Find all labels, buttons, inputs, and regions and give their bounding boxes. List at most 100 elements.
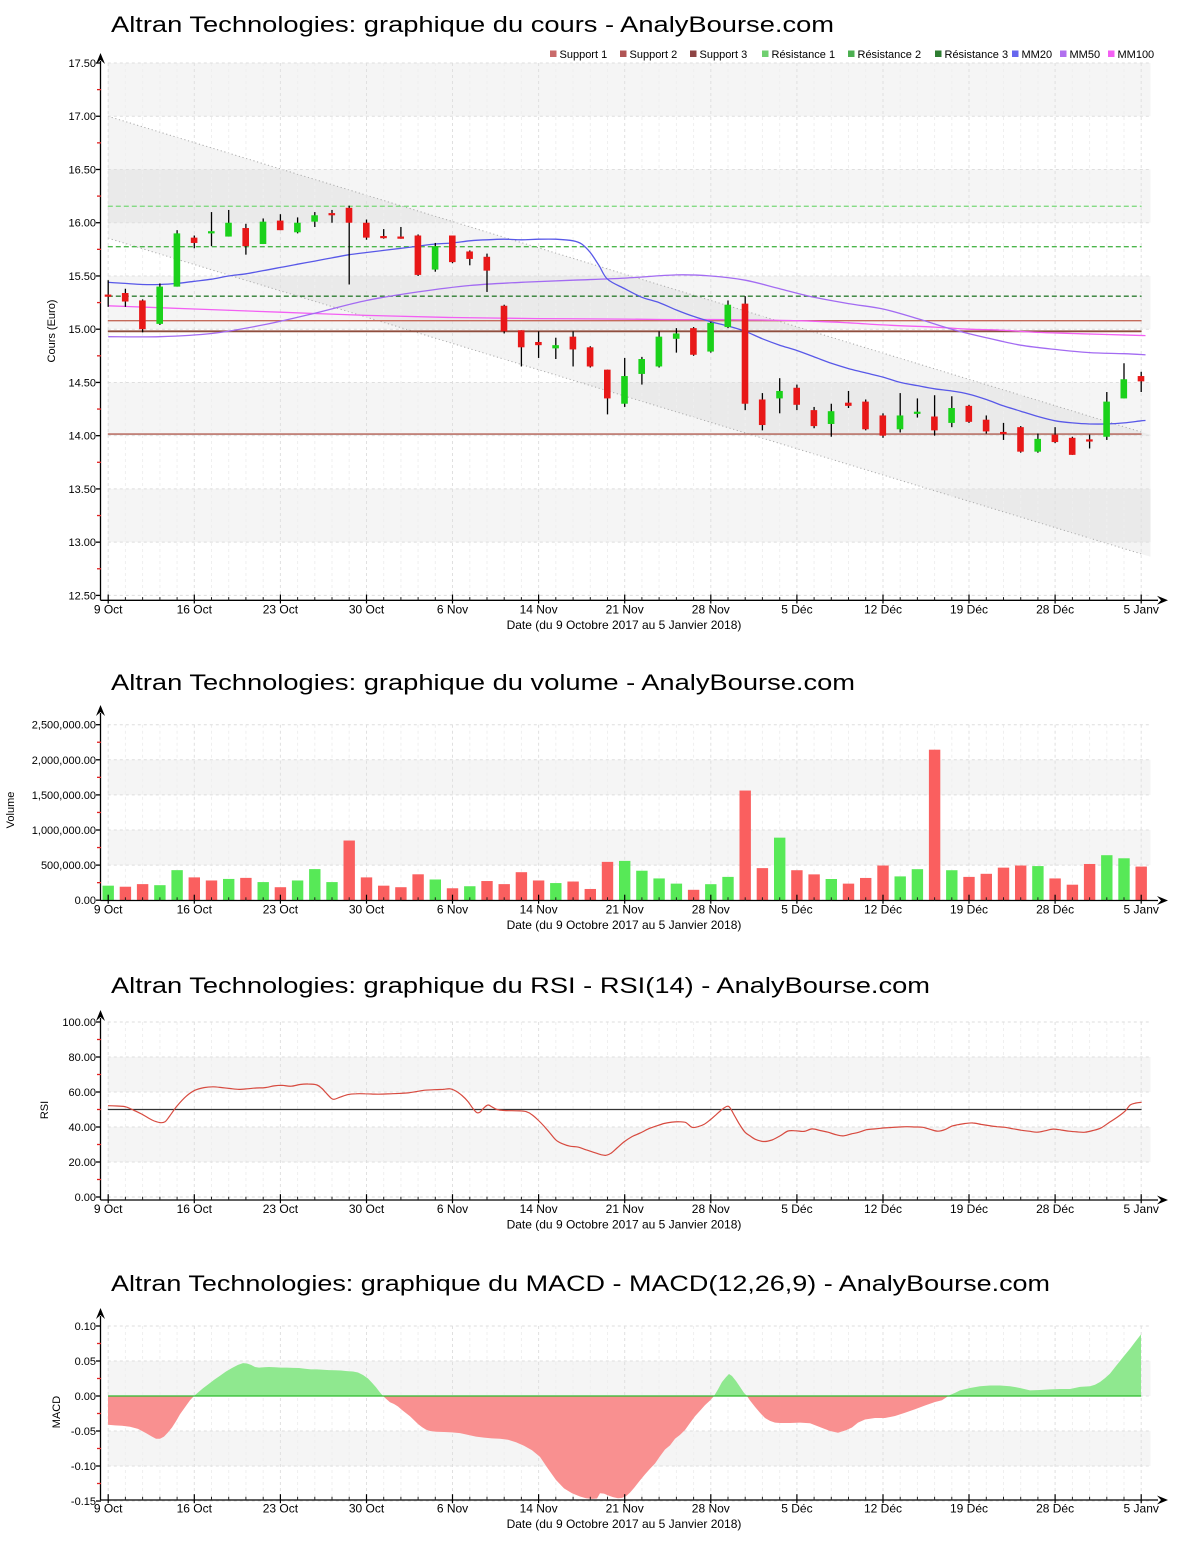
svg-text:Date (du 9 Octobre 2017 au 5 J: Date (du 9 Octobre 2017 au 5 Janvier 201… bbox=[507, 618, 742, 632]
svg-text:17.50: 17.50 bbox=[68, 58, 96, 70]
svg-text:0.00: 0.00 bbox=[75, 1391, 96, 1403]
svg-text:16 Oct: 16 Oct bbox=[177, 1202, 213, 1216]
svg-text:16 Oct: 16 Oct bbox=[177, 1502, 213, 1516]
svg-text:13.50: 13.50 bbox=[68, 484, 96, 496]
svg-text:2,500,000.00: 2,500,000.00 bbox=[32, 720, 96, 732]
svg-text:MM50: MM50 bbox=[1070, 49, 1101, 61]
svg-text:100.00: 100.00 bbox=[62, 1017, 96, 1029]
svg-text:5 Déc: 5 Déc bbox=[781, 903, 812, 917]
svg-text:30 Oct: 30 Oct bbox=[349, 903, 385, 917]
svg-text:Date (du 9 Octobre 2017 au 5 J: Date (du 9 Octobre 2017 au 5 Janvier 201… bbox=[507, 1218, 742, 1232]
svg-text:0.05: 0.05 bbox=[75, 1356, 96, 1368]
svg-text:0.10: 0.10 bbox=[75, 1321, 96, 1333]
svg-text:16 Oct: 16 Oct bbox=[177, 603, 213, 617]
svg-text:16.50: 16.50 bbox=[68, 164, 96, 176]
svg-text:5 Déc: 5 Déc bbox=[781, 603, 812, 617]
svg-text:15.50: 15.50 bbox=[68, 271, 96, 283]
svg-text:19 Déc: 19 Déc bbox=[950, 1502, 988, 1516]
svg-text:14 Nov: 14 Nov bbox=[520, 1202, 558, 1216]
svg-text:500,000.00: 500,000.00 bbox=[41, 860, 96, 872]
svg-text:2,000,000.00: 2,000,000.00 bbox=[32, 755, 96, 767]
svg-text:28 Déc: 28 Déc bbox=[1036, 603, 1074, 617]
svg-text:Résistance 2: Résistance 2 bbox=[858, 49, 922, 61]
svg-text:28 Déc: 28 Déc bbox=[1036, 903, 1074, 917]
svg-text:6 Nov: 6 Nov bbox=[437, 903, 468, 917]
svg-text:5 Déc: 5 Déc bbox=[781, 1502, 812, 1516]
svg-text:12 Déc: 12 Déc bbox=[864, 603, 902, 617]
svg-text:28 Nov: 28 Nov bbox=[692, 903, 730, 917]
svg-text:5 Déc: 5 Déc bbox=[781, 1202, 812, 1216]
svg-text:9 Oct: 9 Oct bbox=[94, 903, 123, 917]
svg-text:-0.10: -0.10 bbox=[71, 1461, 96, 1473]
svg-text:Volume: Volume bbox=[5, 792, 17, 829]
svg-text:30 Oct: 30 Oct bbox=[349, 1502, 385, 1516]
svg-text:9 Oct: 9 Oct bbox=[94, 603, 123, 617]
svg-text:13.00: 13.00 bbox=[68, 537, 96, 549]
svg-text:Altran Technologies: graphique: Altran Technologies: graphique du cours … bbox=[111, 12, 834, 37]
svg-text:60.00: 60.00 bbox=[68, 1087, 96, 1099]
svg-text:1,000,000.00: 1,000,000.00 bbox=[32, 825, 96, 837]
svg-text:17.00: 17.00 bbox=[68, 111, 96, 123]
svg-text:5 Janv: 5 Janv bbox=[1124, 903, 1159, 917]
svg-text:Altran Technologies: graphique: Altran Technologies: graphique du MACD -… bbox=[111, 1271, 1050, 1296]
svg-text:14.50: 14.50 bbox=[68, 377, 96, 389]
svg-text:0.00: 0.00 bbox=[75, 895, 96, 907]
svg-text:Support 3: Support 3 bbox=[700, 49, 748, 61]
svg-text:Date (du 9 Octobre 2017 au 5 J: Date (du 9 Octobre 2017 au 5 Janvier 201… bbox=[507, 1517, 742, 1531]
svg-text:Résistance 3: Résistance 3 bbox=[945, 49, 1009, 61]
svg-text:28 Déc: 28 Déc bbox=[1036, 1502, 1074, 1516]
svg-text:28 Nov: 28 Nov bbox=[692, 1202, 730, 1216]
svg-text:14 Nov: 14 Nov bbox=[520, 603, 558, 617]
svg-text:Cours (Euro): Cours (Euro) bbox=[46, 300, 58, 363]
svg-text:5 Janv: 5 Janv bbox=[1124, 1502, 1159, 1516]
svg-text:21 Nov: 21 Nov bbox=[606, 903, 644, 917]
svg-text:80.00: 80.00 bbox=[68, 1052, 96, 1064]
svg-text:14.00: 14.00 bbox=[68, 431, 96, 443]
svg-text:15.00: 15.00 bbox=[68, 324, 96, 336]
svg-text:1,500,000.00: 1,500,000.00 bbox=[32, 790, 96, 802]
svg-text:19 Déc: 19 Déc bbox=[950, 603, 988, 617]
svg-text:21 Nov: 21 Nov bbox=[606, 1502, 644, 1516]
svg-text:28 Nov: 28 Nov bbox=[692, 1502, 730, 1516]
svg-text:40.00: 40.00 bbox=[68, 1122, 96, 1134]
svg-text:16 Oct: 16 Oct bbox=[177, 903, 213, 917]
svg-text:19 Déc: 19 Déc bbox=[950, 1202, 988, 1216]
svg-text:16.00: 16.00 bbox=[68, 218, 96, 230]
svg-text:Résistance 1: Résistance 1 bbox=[772, 49, 836, 61]
svg-text:23 Oct: 23 Oct bbox=[263, 1202, 299, 1216]
svg-text:5 Janv: 5 Janv bbox=[1124, 603, 1159, 617]
svg-text:14 Nov: 14 Nov bbox=[520, 903, 558, 917]
svg-text:19 Déc: 19 Déc bbox=[950, 903, 988, 917]
svg-text:12 Déc: 12 Déc bbox=[864, 1202, 902, 1216]
svg-text:RSI: RSI bbox=[39, 1101, 51, 1119]
svg-text:12 Déc: 12 Déc bbox=[864, 1502, 902, 1516]
svg-text:-0.05: -0.05 bbox=[71, 1426, 96, 1438]
svg-text:28 Nov: 28 Nov bbox=[692, 603, 730, 617]
svg-text:20.00: 20.00 bbox=[68, 1157, 96, 1169]
svg-text:30 Oct: 30 Oct bbox=[349, 603, 385, 617]
svg-text:0.00: 0.00 bbox=[75, 1192, 96, 1204]
svg-text:Altran Technologies: graphique: Altran Technologies: graphique du volume… bbox=[111, 670, 855, 695]
svg-text:MM20: MM20 bbox=[1022, 49, 1053, 61]
svg-text:Date (du 9 Octobre 2017 au 5 J: Date (du 9 Octobre 2017 au 5 Janvier 201… bbox=[507, 918, 742, 932]
svg-text:21 Nov: 21 Nov bbox=[606, 603, 644, 617]
svg-text:MACD: MACD bbox=[51, 1396, 63, 1428]
svg-text:30 Oct: 30 Oct bbox=[349, 1202, 385, 1216]
svg-text:Support 2: Support 2 bbox=[630, 49, 678, 61]
svg-text:Support 1: Support 1 bbox=[560, 49, 608, 61]
svg-text:6 Nov: 6 Nov bbox=[437, 1202, 468, 1216]
svg-text:28 Déc: 28 Déc bbox=[1036, 1202, 1074, 1216]
svg-text:MM100: MM100 bbox=[1118, 49, 1155, 61]
svg-text:14 Nov: 14 Nov bbox=[520, 1502, 558, 1516]
svg-text:5 Janv: 5 Janv bbox=[1124, 1202, 1159, 1216]
svg-text:23 Oct: 23 Oct bbox=[263, 603, 299, 617]
svg-text:21 Nov: 21 Nov bbox=[606, 1202, 644, 1216]
svg-text:12 Déc: 12 Déc bbox=[864, 903, 902, 917]
svg-text:9 Oct: 9 Oct bbox=[94, 1502, 123, 1516]
svg-text:23 Oct: 23 Oct bbox=[263, 1502, 299, 1516]
svg-text:23 Oct: 23 Oct bbox=[263, 903, 299, 917]
svg-text:6 Nov: 6 Nov bbox=[437, 603, 468, 617]
svg-text:Altran Technologies: graphique: Altran Technologies: graphique du RSI - … bbox=[111, 973, 930, 998]
svg-text:6 Nov: 6 Nov bbox=[437, 1502, 468, 1516]
svg-text:-0.15: -0.15 bbox=[71, 1496, 96, 1508]
